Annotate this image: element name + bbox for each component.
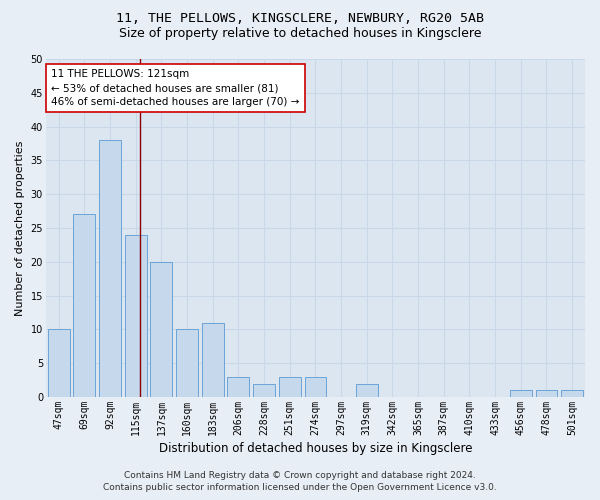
Bar — [48, 330, 70, 397]
Bar — [176, 330, 198, 397]
Text: Size of property relative to detached houses in Kingsclere: Size of property relative to detached ho… — [119, 28, 481, 40]
Text: Contains HM Land Registry data © Crown copyright and database right 2024.
Contai: Contains HM Land Registry data © Crown c… — [103, 471, 497, 492]
Bar — [536, 390, 557, 397]
Bar — [279, 376, 301, 397]
Bar — [227, 376, 250, 397]
Y-axis label: Number of detached properties: Number of detached properties — [15, 140, 25, 316]
Bar — [125, 235, 146, 397]
Bar — [151, 262, 172, 397]
Bar — [73, 214, 95, 397]
Bar — [253, 384, 275, 397]
Bar — [99, 140, 121, 397]
Text: 11, THE PELLOWS, KINGSCLERE, NEWBURY, RG20 5AB: 11, THE PELLOWS, KINGSCLERE, NEWBURY, RG… — [116, 12, 484, 26]
Bar — [305, 376, 326, 397]
Text: 11 THE PELLOWS: 121sqm
← 53% of detached houses are smaller (81)
46% of semi-det: 11 THE PELLOWS: 121sqm ← 53% of detached… — [51, 69, 299, 107]
Bar — [561, 390, 583, 397]
Bar — [510, 390, 532, 397]
Bar — [356, 384, 377, 397]
X-axis label: Distribution of detached houses by size in Kingsclere: Distribution of detached houses by size … — [158, 442, 472, 455]
Bar — [202, 322, 224, 397]
